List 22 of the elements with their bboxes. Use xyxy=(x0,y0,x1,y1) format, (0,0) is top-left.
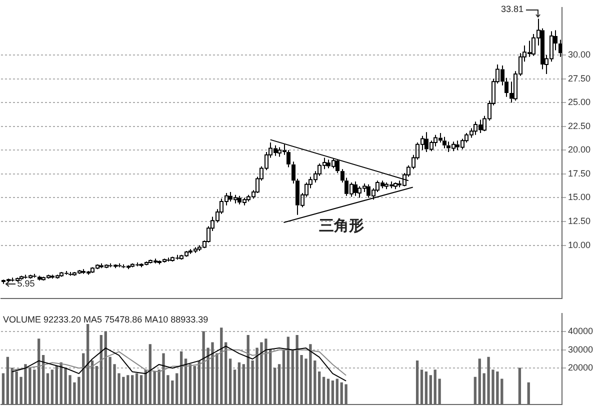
candlestick xyxy=(118,262,122,268)
y-tick-label: 20000 xyxy=(568,362,594,373)
y-tick-label: 17.50 xyxy=(568,168,591,178)
candlestick xyxy=(336,159,340,174)
y-tick-label: 20.00 xyxy=(568,144,591,155)
y-tick-label: 27.50 xyxy=(568,73,591,84)
y-tick-label: 30000 xyxy=(568,344,594,354)
candlestick xyxy=(68,271,72,276)
y-tick-label: 22.50 xyxy=(568,120,591,131)
candlestick xyxy=(354,181,358,196)
y-tick-label: 40000 xyxy=(568,326,594,336)
y-tick-label: 30.00 xyxy=(568,49,591,60)
candlestick xyxy=(166,257,170,262)
y-tick-label: 10.00 xyxy=(568,240,591,250)
annotation: 5.95 xyxy=(17,278,35,288)
y-tick-label: 15.00 xyxy=(568,192,591,202)
annotation: 33.81 xyxy=(500,4,524,14)
y-tick-label: 12.50 xyxy=(568,216,591,226)
candlestick xyxy=(558,39,562,58)
annotation: 三角形 xyxy=(319,216,364,234)
chart-title: VOLUME 92233.20 MA5 75478.86 MA10 88933.39 xyxy=(3,314,208,324)
y-tick-label: 25.00 xyxy=(568,97,591,108)
